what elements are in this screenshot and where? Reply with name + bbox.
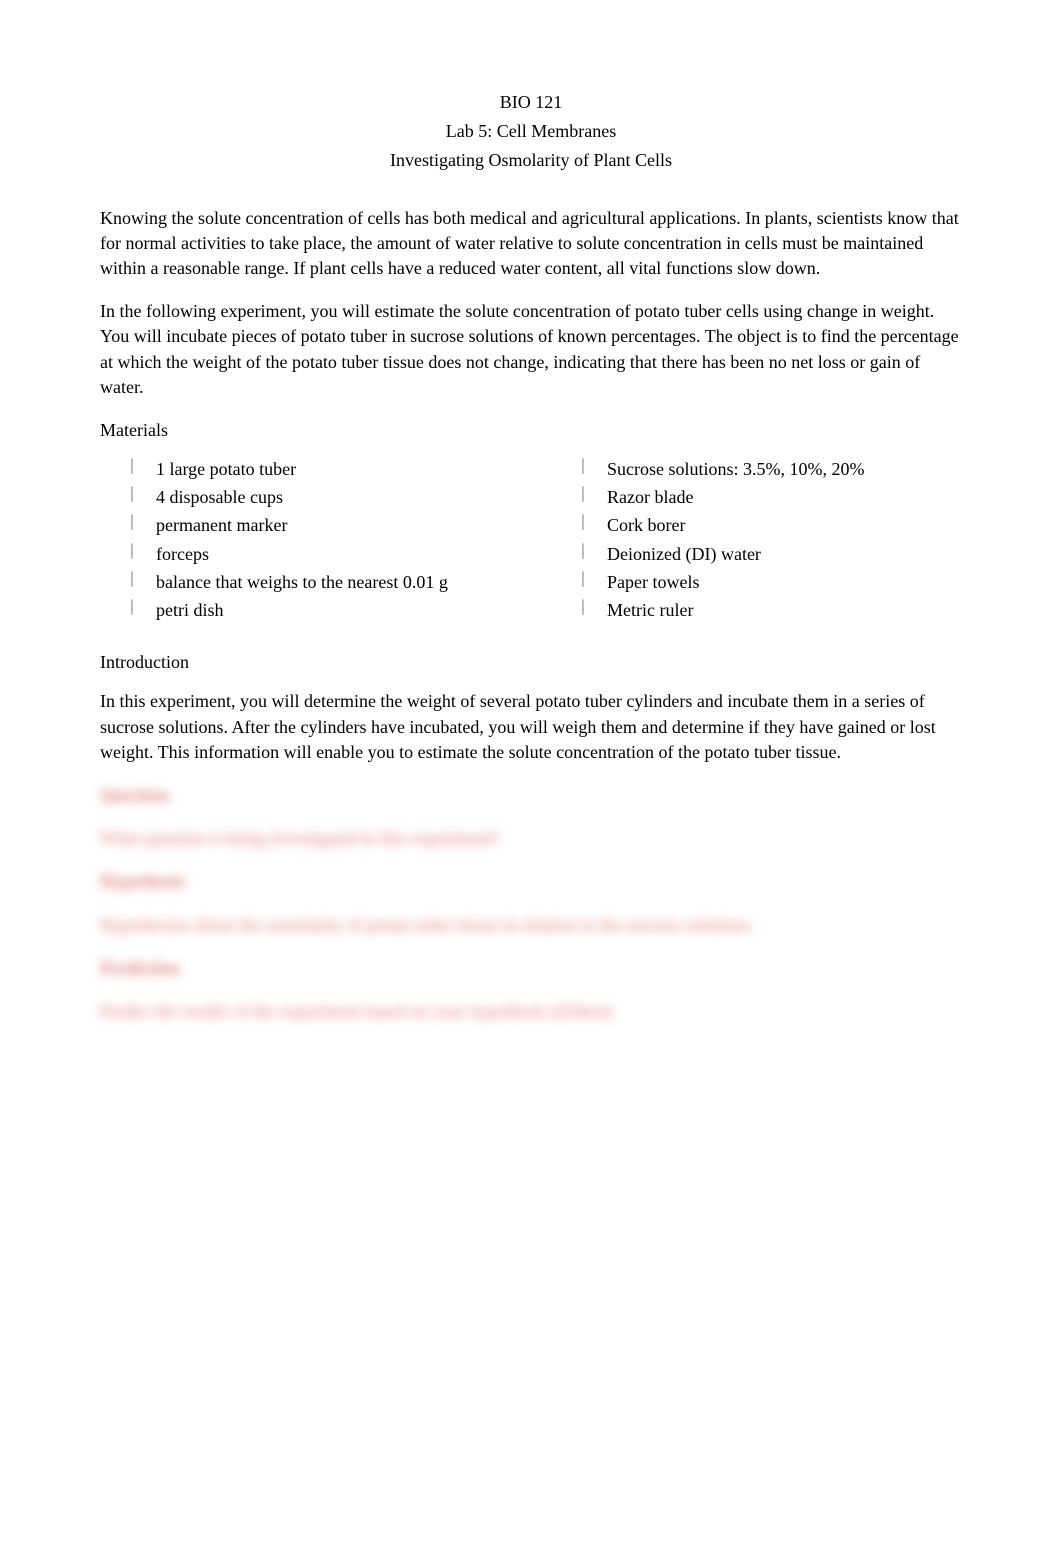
bullet-icon: ⏐: [128, 513, 156, 538]
materials-heading: Materials: [100, 418, 962, 443]
material-text: Deionized (DI) water: [607, 542, 962, 567]
material-item: ⏐ permanent marker: [100, 513, 511, 538]
material-text: 1 large potato tuber: [156, 457, 511, 482]
intro-paragraph-2: In the following experiment, you will es…: [100, 299, 962, 400]
material-text: Metric ruler: [607, 598, 962, 623]
introduction-paragraph: In this experiment, you will determine t…: [100, 689, 962, 765]
material-text: Sucrose solutions: 3.5%, 10%, 20%: [607, 457, 962, 482]
blurred-text: Hypothesize about the osmolarity of pota…: [100, 913, 962, 938]
material-text: 4 disposable cups: [156, 485, 511, 510]
material-text: permanent marker: [156, 513, 511, 538]
blurred-text: What question is being investigated in t…: [100, 826, 962, 851]
lab-title: Lab 5: Cell Membranes: [100, 119, 962, 144]
bullet-icon: ⏐: [128, 457, 156, 482]
bullet-icon: ⏐: [128, 570, 156, 595]
material-text: Cork borer: [607, 513, 962, 538]
course-code: BIO 121: [100, 90, 962, 115]
material-item: ⏐ Sucrose solutions: 3.5%, 10%, 20%: [551, 457, 962, 482]
material-item: ⏐ Metric ruler: [551, 598, 962, 623]
material-item: ⏐ Cork borer: [551, 513, 962, 538]
material-item: ⏐ Deionized (DI) water: [551, 542, 962, 567]
bullet-icon: ⏐: [128, 598, 156, 623]
material-text: forceps: [156, 542, 511, 567]
bullet-icon: ⏐: [579, 542, 607, 567]
bullet-icon: ⏐: [579, 598, 607, 623]
material-item: ⏐ Paper towels: [551, 570, 962, 595]
blurred-heading: Question: [100, 783, 962, 808]
material-text: Razor blade: [607, 485, 962, 510]
material-item: ⏐ forceps: [100, 542, 511, 567]
materials-left-column: ⏐ 1 large potato tuber ⏐ 4 disposable cu…: [100, 457, 511, 626]
lab-subtitle: Investigating Osmolarity of Plant Cells: [100, 148, 962, 173]
materials-right-column: ⏐ Sucrose solutions: 3.5%, 10%, 20% ⏐ Ra…: [551, 457, 962, 626]
blurred-heading: Prediction: [100, 956, 962, 981]
bullet-icon: ⏐: [579, 485, 607, 510]
material-item: ⏐ 1 large potato tuber: [100, 457, 511, 482]
material-item: ⏐ balance that weighs to the nearest 0.0…: [100, 570, 511, 595]
bullet-icon: ⏐: [128, 542, 156, 567]
document-header: BIO 121 Lab 5: Cell Membranes Investigat…: [100, 90, 962, 174]
bullet-icon: ⏐: [579, 570, 607, 595]
materials-list: ⏐ 1 large potato tuber ⏐ 4 disposable cu…: [100, 457, 962, 626]
introduction-heading: Introduction: [100, 650, 962, 675]
bullet-icon: ⏐: [579, 457, 607, 482]
blurred-text: Predict the results of the experiment ba…: [100, 999, 962, 1024]
bullet-icon: ⏐: [579, 513, 607, 538]
material-item: ⏐ 4 disposable cups: [100, 485, 511, 510]
material-text: petri dish: [156, 598, 511, 623]
material-text: balance that weighs to the nearest 0.01 …: [156, 570, 511, 595]
material-item: ⏐ Razor blade: [551, 485, 962, 510]
blurred-heading: Hypothesis: [100, 869, 962, 894]
material-text: Paper towels: [607, 570, 962, 595]
intro-paragraph-1: Knowing the solute concentration of cell…: [100, 206, 962, 282]
material-item: ⏐ petri dish: [100, 598, 511, 623]
bullet-icon: ⏐: [128, 485, 156, 510]
